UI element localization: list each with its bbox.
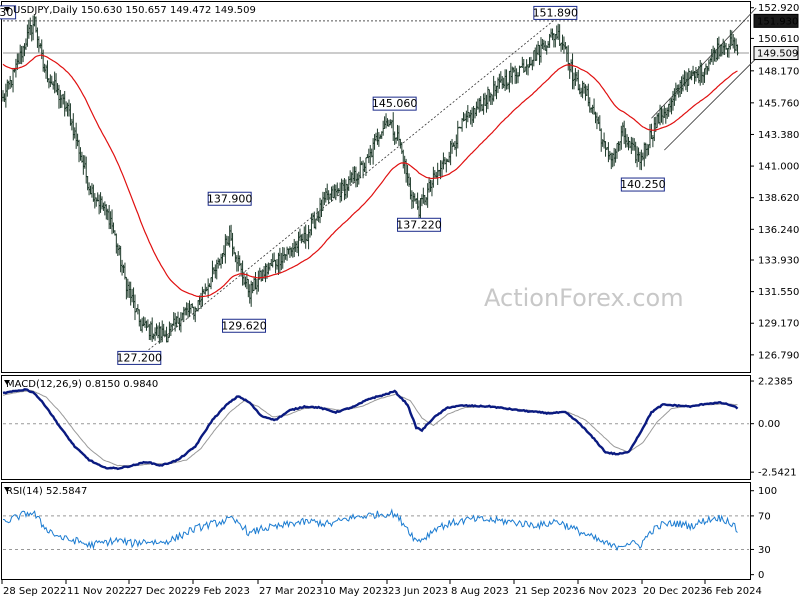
price-tick-label: 148.170 bbox=[758, 66, 799, 77]
macd-tick-label: 0.00 bbox=[758, 419, 780, 430]
watermark: ActionForex.com bbox=[484, 284, 684, 312]
price-axis: 152.920 150.610 148.170 145.760 143.380 141.0… bbox=[750, 3, 799, 361]
price-pane-title: USDJPY,Daily 150.630 150.657 149.472 149… bbox=[4, 5, 256, 16]
price-tick-label: 150.610 bbox=[758, 34, 799, 45]
time-tick-label: 8 Aug 2023 bbox=[451, 586, 509, 597]
swing-label: 127.200 bbox=[117, 350, 163, 365]
price-tick-label: 129.170 bbox=[758, 319, 799, 330]
swing-label: 145.060 bbox=[372, 96, 418, 111]
swing-label: 151.890 bbox=[533, 5, 579, 20]
rsi-title-text: RSI(14) 52.5847 bbox=[6, 486, 87, 497]
macd-tick-label: 2.2385 bbox=[758, 377, 793, 388]
macd-pane-frame bbox=[1, 375, 751, 480]
swing-label-text: 127.200 bbox=[117, 351, 163, 364]
price-marker-label: 149.509 bbox=[753, 46, 799, 61]
channel-lines bbox=[139, 7, 757, 358]
time-tick-label: 20 Dec 2023 bbox=[643, 586, 707, 597]
trend-channel-line bbox=[139, 12, 563, 358]
price-marker-label: 151.930 bbox=[753, 13, 799, 28]
price-bar bbox=[736, 44, 739, 56]
rsi-tick-label: 0 bbox=[758, 570, 764, 581]
rsi-axis: 100 70 30 0 bbox=[750, 486, 777, 581]
trend-channel-line bbox=[651, 7, 757, 119]
moving-average-line bbox=[2, 54, 738, 298]
swing-label-text: 137.220 bbox=[396, 218, 442, 231]
swing-label-text: 137.900 bbox=[207, 192, 253, 205]
price-tick-label: 136.240 bbox=[758, 225, 799, 236]
macd-axis: 2.2385 0.00 -2.5421 bbox=[750, 377, 797, 479]
time-tick-label: 6 Feb 2024 bbox=[706, 586, 762, 597]
swing-label: 140.250 bbox=[620, 177, 666, 192]
rsi-line bbox=[2, 508, 738, 552]
time-tick-label: 28 Sep 2022 bbox=[3, 586, 66, 597]
swing-label-text: 145.060 bbox=[372, 97, 418, 110]
price-tick-label: 133.930 bbox=[758, 256, 799, 267]
rsi-tick-label: 100 bbox=[758, 486, 777, 497]
swing-label: 137.900 bbox=[207, 191, 253, 206]
macd-title-text: MACD(12,26,9) 0.8150 0.9840 bbox=[6, 379, 158, 390]
time-tick-label: 27 Dec 2022 bbox=[130, 586, 194, 597]
collapse-arrow-icon[interactable] bbox=[4, 7, 10, 12]
price-marker-text: 149.509 bbox=[757, 49, 798, 60]
swing-label-text: 140.250 bbox=[620, 178, 666, 191]
macd-main-line bbox=[2, 388, 739, 471]
price-title-text: USDJPY,Daily 150.630 150.657 149.472 149… bbox=[13, 5, 256, 16]
trend-channel-line bbox=[664, 58, 757, 151]
time-tick-label: 21 Sep 2023 bbox=[515, 586, 578, 597]
rsi-pane-frame bbox=[1, 482, 751, 580]
swing-label: 51.930 bbox=[0, 5, 17, 20]
swing-label-text: 151.890 bbox=[533, 6, 579, 19]
price-tick-label: 138.620 bbox=[758, 193, 799, 204]
price-tick-label: 145.760 bbox=[758, 98, 799, 109]
swing-label-text: 129.620 bbox=[221, 319, 267, 332]
price-bars bbox=[1, 15, 739, 344]
price-tick-label: 152.920 bbox=[758, 3, 799, 14]
rsi-tick-label: 70 bbox=[758, 511, 771, 522]
price-marker-text: 151.930 bbox=[757, 16, 798, 27]
price-tick-label: 131.550 bbox=[758, 287, 799, 298]
price-guide-lines bbox=[3, 20, 749, 54]
time-tick-label: 10 May 2023 bbox=[323, 586, 388, 597]
time-tick-label: 27 Mar 2023 bbox=[259, 586, 322, 597]
swing-label: 137.220 bbox=[396, 217, 442, 232]
collapse-arrow-icon[interactable] bbox=[4, 380, 10, 385]
rsi-pane-title: RSI(14) 52.5847 bbox=[4, 486, 87, 497]
time-tick-label: 23 Jun 2023 bbox=[388, 586, 448, 597]
time-tick-label: 9 Feb 2023 bbox=[194, 586, 250, 597]
time-tick-label: 6 Nov 2023 bbox=[579, 586, 637, 597]
swing-annotations: 51.930 127.200 137.900 129.620 145.060 137.22… bbox=[0, 5, 666, 365]
swing-label-text: 51.930 bbox=[0, 6, 13, 19]
collapse-arrow-icon[interactable] bbox=[4, 487, 10, 492]
swing-label: 129.620 bbox=[221, 318, 267, 333]
macd-tick-label: -2.5421 bbox=[758, 468, 797, 479]
price-tick-label: 143.380 bbox=[758, 130, 799, 141]
price-tick-label: 141.000 bbox=[758, 162, 799, 173]
rsi-tick-label: 30 bbox=[758, 545, 771, 556]
price-tick-label: 126.790 bbox=[758, 350, 799, 361]
macd-pane-title: MACD(12,26,9) 0.8150 0.9840 bbox=[4, 379, 158, 390]
time-tick-label: 11 Nov 2022 bbox=[67, 586, 131, 597]
